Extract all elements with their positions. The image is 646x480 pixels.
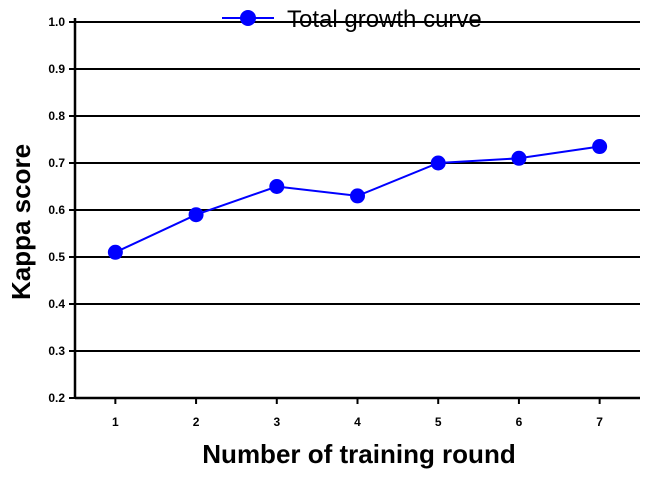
axes	[69, 18, 640, 404]
legend-label: Total growth curve	[287, 6, 482, 33]
x-tick-label: 7	[596, 415, 603, 429]
grid-lines	[75, 21, 640, 399]
x-tick-label: 4	[354, 415, 361, 429]
data-point	[269, 179, 285, 194]
data-point	[430, 155, 446, 171]
y-tick-label: 0.7	[48, 156, 65, 170]
y-tick-label: 0.3	[48, 344, 65, 358]
y-tick-label: 0.4	[48, 297, 65, 311]
data-point	[592, 139, 608, 155]
y-tick-label: 1.0	[48, 15, 65, 29]
legend-marker-swatch	[240, 10, 256, 26]
y-tick-label: 0.8	[48, 109, 65, 123]
y-tick-label: 0.6	[48, 203, 65, 217]
x-tick-label: 6	[516, 415, 523, 429]
series-group	[107, 139, 608, 260]
y-tick-label: 0.5	[48, 250, 65, 264]
y-axis-label: Kappa score	[6, 144, 36, 300]
x-tick-label: 3	[273, 415, 280, 429]
x-tick-label: 5	[435, 415, 442, 429]
data-point	[188, 207, 204, 223]
data-point	[350, 188, 365, 204]
data-point	[511, 150, 527, 166]
x-tick-label: 2	[193, 415, 200, 429]
x-tick-label: 1	[112, 415, 119, 429]
data-point	[107, 244, 123, 260]
y-tick-label: 0.9	[48, 62, 65, 76]
x-axis-label: Number of training round	[202, 439, 515, 469]
y-tick-label: 0.2	[48, 391, 65, 405]
legend: Total growth curve	[222, 6, 482, 33]
tick-labels: 0.2 0.3 0.4 0.5 0.6 0.7 0.8 0.9 1.0 1 2 3 4 5 6 7	[48, 15, 603, 429]
